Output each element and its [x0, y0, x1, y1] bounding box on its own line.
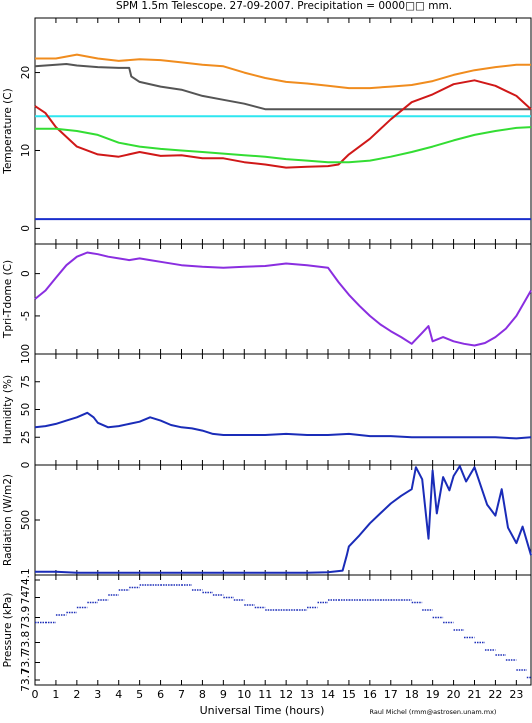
- humidity-series-navy: [34, 411, 532, 440]
- x-tick-label: 19: [426, 688, 440, 701]
- humidity-y-tick-label: 25: [20, 431, 32, 444]
- pressure-y-tick-label: 73.7: [20, 651, 32, 674]
- x-tick-label: 18: [405, 688, 419, 701]
- x-tick-label: 6: [157, 688, 164, 701]
- x-tick-label: 17: [384, 688, 398, 701]
- tpri-tdome-frame: [34, 243, 532, 355]
- x-tick-label: 13: [300, 688, 314, 701]
- radiation-y-tick-label: 500: [20, 510, 32, 530]
- pressure-y-tick-label: 74.1: [20, 568, 32, 591]
- tpri-tdome-y-label: Tpri-Tdome (C): [2, 260, 14, 339]
- temperature-series-green: [35, 126, 532, 164]
- x-tick-label: 9: [220, 688, 227, 701]
- x-tick-label: 2: [73, 688, 80, 701]
- humidity-y-tick-label: 0: [20, 462, 32, 469]
- pressure-y-label: Pressure (kPa): [2, 593, 14, 668]
- x-tick-label: 11: [258, 688, 272, 701]
- x-tick-label: 5: [136, 688, 143, 701]
- temperature-y-tick-label: 20: [20, 66, 32, 79]
- temperature-y-tick-label: 10: [20, 144, 32, 157]
- x-tick-label: 3: [94, 688, 101, 701]
- temperature-y-label: Temperature (C): [2, 88, 14, 174]
- temperature-series-orange: [35, 53, 531, 90]
- pressure-y-tick-label: 73.8: [20, 631, 32, 654]
- temperature-series-red: [34, 79, 532, 169]
- x-tick-label: 12: [279, 688, 293, 701]
- x-tick-label: 1: [52, 688, 59, 701]
- x-tick-label: 15: [342, 688, 356, 701]
- x-tick-label: 20: [447, 688, 461, 701]
- tpri-tdome-series-purple: [34, 251, 532, 347]
- x-tick-label: 14: [321, 688, 335, 701]
- figure-title: SPM 1.5m Telescope. 27-09-2007. Precipit…: [116, 0, 452, 12]
- x-tick-label: 23: [509, 688, 523, 701]
- radiation-series-navy: [35, 465, 532, 574]
- temperature-frame: [34, 17, 532, 245]
- tpri-tdome-y-tick-label: 0: [20, 270, 32, 277]
- radiation-y-label: Radiation (W/m2): [2, 474, 14, 566]
- x-tick-label: 7: [178, 688, 185, 701]
- humidity-y-tick-label: 50: [20, 403, 32, 416]
- x-tick-label: 22: [488, 688, 502, 701]
- humidity-y-tick-label: 75: [20, 375, 32, 388]
- x-tick-label: 0: [32, 688, 39, 701]
- pressure-y-tick-label: 73.9: [20, 606, 32, 629]
- humidity-y-tick-label: 100: [20, 344, 32, 364]
- temperature-series-gray: [34, 63, 531, 111]
- x-tick-label: 4: [115, 688, 122, 701]
- temperature-y-tick-label: 0: [20, 225, 32, 232]
- credit-text: Raul Michel (rmm@astrosen.unam.mx): [370, 708, 497, 716]
- radiation-frame: [34, 464, 532, 576]
- x-tick-label: 16: [363, 688, 377, 701]
- pressure-frame: [34, 574, 532, 686]
- x-tick-label: 21: [467, 688, 481, 701]
- humidity-y-label: Humidity (%): [2, 375, 14, 444]
- humidity-frame: [34, 353, 532, 466]
- x-axis-label: Universal Time (hours): [200, 704, 325, 717]
- pressure-y-tick-label: 73.7: [20, 668, 32, 691]
- pressure-y-tick-label: 74: [20, 591, 32, 605]
- x-tick-label: 8: [199, 688, 206, 701]
- x-tick-label: 10: [237, 688, 251, 701]
- tpri-tdome-y-tick-label: -5: [20, 311, 32, 321]
